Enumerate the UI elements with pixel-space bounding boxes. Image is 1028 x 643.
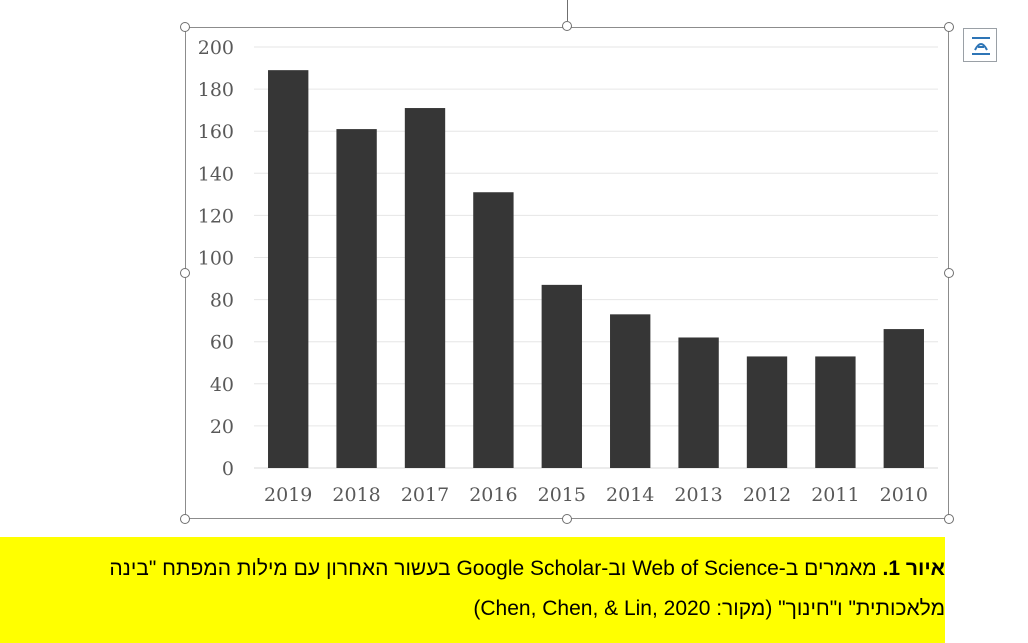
layout-options-icon (972, 37, 990, 55)
x-tick-label: 2016 (469, 484, 517, 506)
bar-2013[interactable] (678, 337, 719, 468)
bar-2017[interactable] (404, 108, 446, 469)
bar-2011[interactable] (815, 356, 856, 468)
y-tick-label: 120 (198, 205, 234, 227)
bar-2014[interactable] (610, 314, 651, 468)
y-axis-ticks: 0 20 40 60 80 100 120 140 160 180 200 (198, 37, 234, 480)
y-tick-label: 100 (198, 248, 234, 270)
x-tick-label: 2010 (880, 484, 928, 506)
x-tick-label: 2011 (811, 484, 859, 506)
x-tick-label: 2018 (332, 484, 380, 506)
caption-line-1-text: מאמרים ב-Web of Science וב-Google Schola… (109, 557, 883, 580)
caption-line-2: מלאכותית" ו"חינוך" (מקור: Chen, Chen, & … (473, 597, 945, 620)
bar-2018[interactable] (336, 129, 377, 468)
resize-handle-top-center[interactable] (562, 21, 572, 31)
resize-handle-top-right[interactable] (944, 22, 954, 32)
x-tick-label: 2014 (606, 484, 654, 506)
y-tick-label: 60 (210, 332, 234, 354)
resize-handle-middle-left[interactable] (180, 268, 190, 278)
bar-2015[interactable] (541, 284, 582, 468)
resize-handle-bottom-center[interactable] (562, 514, 572, 524)
y-tick-label: 140 (198, 163, 234, 185)
figure-caption: איור 1. מאמרים ב-Web of Science וב-Googl… (0, 537, 945, 643)
resize-handle-middle-right[interactable] (944, 268, 954, 278)
resize-handle-bottom-right[interactable] (944, 514, 954, 524)
y-tick-label: 20 (210, 416, 234, 438)
bar-2012[interactable] (746, 356, 788, 468)
y-tick-label: 180 (198, 79, 234, 101)
y-tick-label: 0 (222, 458, 234, 480)
bars (268, 70, 924, 469)
caption-label: איור 1. (882, 557, 945, 580)
y-tick-label: 160 (198, 121, 234, 143)
rotate-handle-stem (567, 0, 568, 21)
caption-line-1: איור 1. מאמרים ב-Web of Science וב-Googl… (0, 557, 945, 581)
x-tick-label: 2019 (264, 484, 312, 506)
x-axis-ticks: 2019 2018 2017 2016 2015 2014 2013 2012 2011 2010 (264, 484, 928, 506)
layout-options-button[interactable] (963, 28, 997, 62)
y-tick-label: 40 (210, 374, 234, 396)
bar-2019[interactable] (268, 70, 309, 468)
y-tick-label: 200 (198, 37, 234, 59)
x-tick-label: 2013 (674, 484, 722, 506)
bar-2016[interactable] (473, 192, 514, 468)
y-tick-label: 80 (210, 290, 234, 312)
resize-handle-top-left[interactable] (180, 22, 190, 32)
resize-handle-bottom-left[interactable] (180, 514, 190, 524)
x-tick-label: 2012 (743, 484, 791, 506)
x-tick-label: 2015 (538, 484, 586, 506)
bar-2010[interactable] (883, 329, 924, 468)
x-tick-label: 2017 (401, 484, 449, 506)
bar-chart: 0 20 40 60 80 100 120 140 160 180 200 2019 2018 2017… (198, 37, 938, 506)
